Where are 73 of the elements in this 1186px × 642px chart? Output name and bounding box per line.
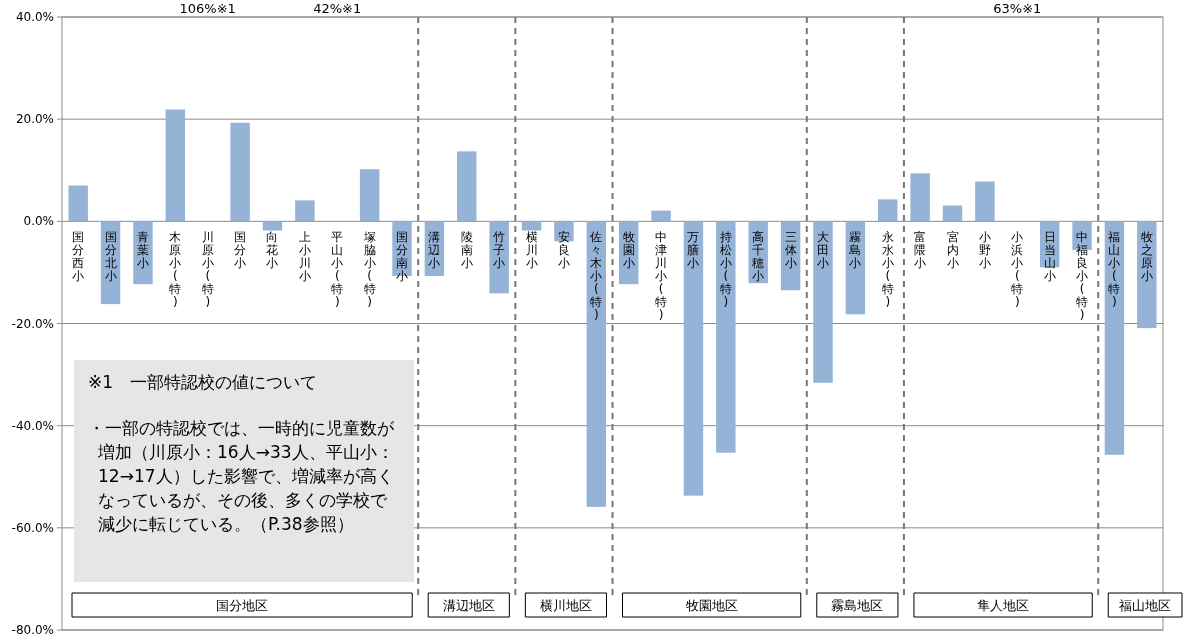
bar: [359, 169, 380, 222]
bar: [230, 122, 250, 222]
x-tick-label: 牧園小: [622, 230, 635, 271]
x-tick-label: 木原小(特): [169, 230, 182, 310]
x-tick-label: 日当山小: [1043, 230, 1056, 284]
bar: [165, 109, 186, 222]
bar: [813, 221, 833, 383]
bar: [489, 221, 509, 294]
x-tick-label: 宮内小: [946, 230, 959, 271]
x-tick-label: 溝辺小: [428, 230, 441, 271]
y-tick-label: -60.0%: [11, 520, 54, 535]
bar: [1104, 221, 1125, 455]
bar: [295, 200, 315, 222]
bar: [651, 210, 671, 222]
bar: [878, 199, 898, 222]
bar: [716, 221, 736, 453]
y-tick-label: 20.0%: [15, 112, 54, 127]
x-tick-label: 横川小: [525, 230, 538, 271]
annotation: 霧島地区: [831, 598, 884, 613]
x-tick-label: 永水小(特): [881, 230, 894, 310]
x-tick-label: 小野小: [978, 230, 991, 271]
x-tick-label: 国分西小: [72, 230, 85, 284]
x-tick-label: 小浜小(特): [1011, 230, 1024, 310]
annotation: 国分地区: [216, 598, 269, 613]
x-tick-label: 向花小: [266, 230, 279, 271]
annotation: 福山地区: [1119, 598, 1172, 613]
x-tick-label: 国分小: [234, 230, 247, 271]
bar: [942, 205, 963, 222]
annotation: ・一部の特認校では、一時的に児童数が増加（川原小：16人→33人、平山小：12→17人）した影響で、増減率が高くなっているが、その後、多くの学校で減少に転じている。（P.38参照）: [88, 417, 395, 536]
y-tick-label: -20.0%: [11, 316, 54, 331]
text: 63%※1: [993, 1, 1042, 16]
bar: [910, 173, 930, 222]
annotation: 隼人地区: [977, 598, 1030, 613]
x-tick-label: 青葉小: [136, 230, 149, 271]
bar: [586, 221, 607, 507]
bar: [457, 151, 477, 222]
x-tick-label: 福山小(特): [1108, 230, 1121, 310]
x-tick-label: 竹子小: [493, 230, 506, 271]
x-tick-label: 富隈小: [914, 230, 927, 271]
picture-note-box: ※1 一部特認校の値について ・一部の特認校では、一時的に児童数が増加（川原小：16人→33人、平山小：12→17人）した影響で、増減率が高くなっているが、その後、多くの学校で減少に転じている。（P.38参照）: [74, 360, 414, 582]
y-tick-label: -80.0%: [11, 623, 54, 637]
bar: [683, 221, 704, 496]
x-tick-label: 上小川小: [298, 230, 311, 284]
x-tick-label: 国分北小: [104, 230, 117, 284]
annotation: ※1 一部特認校の値について: [88, 371, 319, 394]
x-tick-label: 霧島小: [849, 230, 862, 271]
x-tick-label: 安良小: [557, 230, 570, 271]
annotation: 溝辺地区: [442, 598, 495, 613]
text: 106%※1: [179, 1, 236, 16]
x-tick-label: 大田小: [816, 230, 829, 271]
bar: [262, 221, 283, 231]
x-tick-label: 三体小: [784, 230, 797, 271]
bar: [975, 181, 995, 222]
x-tick-label: 陵南小: [460, 230, 473, 271]
y-tick-label: -40.0%: [11, 418, 54, 433]
x-tick-label: 塚脇小(特): [362, 230, 376, 310]
y-tick-label: 0.0%: [23, 214, 54, 229]
text: 42%※1: [313, 1, 362, 16]
bar: [68, 185, 88, 222]
x-tick-label: 平山小(特): [331, 230, 344, 310]
annotation: 横川地区: [539, 598, 592, 613]
x-tick-label: 川原小(特): [201, 230, 214, 310]
x-tick-label: 万膳小: [687, 230, 700, 271]
x-tick-label: 牧之原小: [1140, 230, 1153, 284]
x-tick-label: 中津川小(特): [655, 230, 668, 323]
y-tick-label: 40.0%: [15, 10, 54, 24]
x-tick-label: 高千穂小: [752, 230, 765, 284]
x-tick-label: 持松小(特): [719, 230, 732, 310]
x-tick-label: 国分南小: [396, 230, 409, 284]
x-tick-label: 佐々木小(特): [590, 230, 603, 323]
bar: [521, 221, 542, 231]
x-tick-label: 中福良小(特): [1076, 230, 1089, 323]
annotation: 牧園地区: [685, 598, 738, 613]
